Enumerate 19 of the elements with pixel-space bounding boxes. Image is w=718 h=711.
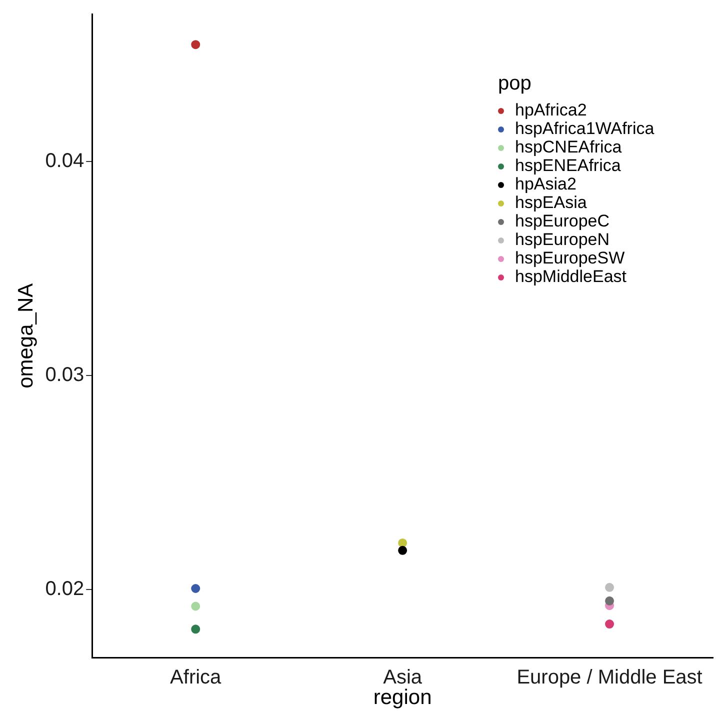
legend-label: hpAsia2 — [515, 174, 576, 194]
x-tick-label: Africa — [170, 666, 222, 688]
legend-label: hspEAsia — [515, 193, 588, 212]
legend-label: hspAfrica1WAfrica — [515, 119, 655, 138]
legend-label: hspCNEAfrica — [515, 138, 622, 157]
legend-label: hspENEAfrica — [515, 156, 622, 176]
y-tick-label: 0.04 — [45, 150, 84, 172]
y-axis-title: omega_NA — [14, 283, 38, 388]
y-tick-label: 0.03 — [45, 364, 84, 386]
legend-label: hspMiddleEast — [515, 267, 627, 286]
y-tick-label: 0.02 — [45, 578, 84, 600]
legend-label: hspEuropeN — [515, 230, 610, 250]
legend-label: hspEuropeSW — [515, 248, 625, 268]
legend-label: hpAfrica2 — [515, 100, 587, 120]
legend-label: hspEuropeC — [515, 212, 610, 231]
x-tick-label: Asia — [383, 666, 423, 688]
x-tick-label: Europe / Middle East — [516, 666, 703, 688]
legend-title: pop — [498, 72, 532, 95]
x-axis-title: region — [373, 686, 432, 710]
